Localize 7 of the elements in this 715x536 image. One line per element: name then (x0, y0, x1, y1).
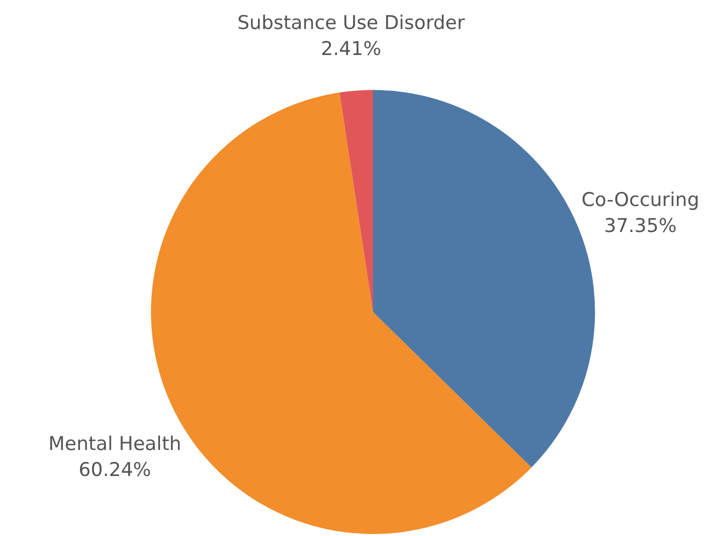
slice-label: Mental Health (48, 433, 182, 456)
data-label: 37.35% (604, 214, 677, 237)
slice-label: Substance Use Disorder (237, 12, 465, 34)
data-label: 2.41% (320, 38, 382, 60)
pie-slice (340, 90, 373, 312)
data-label: 60.24% (78, 459, 152, 482)
slice-label: Co-Occuring (582, 188, 700, 211)
